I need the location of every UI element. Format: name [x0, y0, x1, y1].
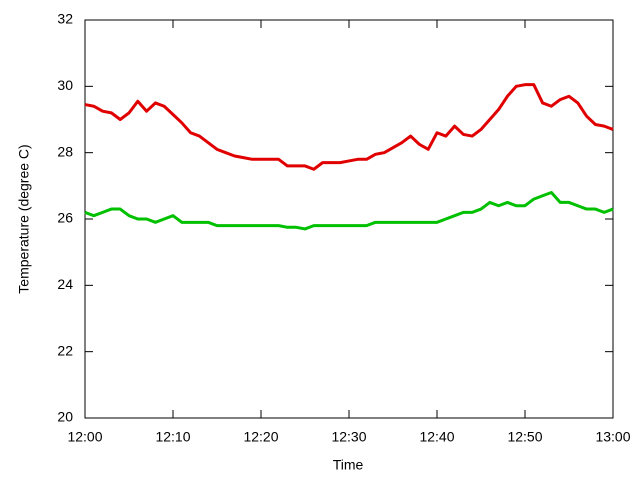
y-tick-label: 26 [57, 210, 73, 226]
data-line [84, 190, 614, 231]
y-tick-label: 22 [57, 342, 73, 358]
x-tick-label: 12:10 [155, 429, 190, 445]
x-tick-label: 12:00 [67, 429, 102, 445]
y-axis-label: Temperature (degree C) [16, 144, 32, 293]
y-tick-label: 32 [57, 11, 73, 27]
y-tick-label: 24 [57, 276, 73, 292]
y-tick-label: 30 [57, 77, 73, 93]
x-axis-label: Time [333, 457, 364, 473]
x-tick-label: 12:50 [507, 429, 542, 445]
y-tick-label: 20 [57, 409, 73, 425]
x-tick-label: 12:30 [331, 429, 366, 445]
x-tick-label: 12:20 [243, 429, 278, 445]
x-tick-label: 12:40 [419, 429, 454, 445]
x-tick-label: 13:00 [595, 429, 630, 445]
y-tick-label: 28 [57, 143, 73, 159]
data-line [84, 83, 614, 171]
